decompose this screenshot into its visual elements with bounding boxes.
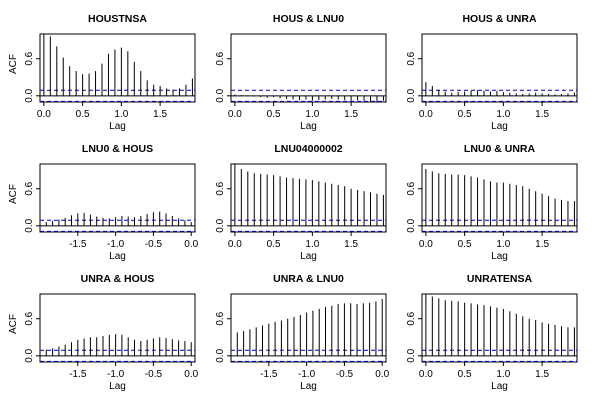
x-tick-label: 1.0 <box>496 369 510 380</box>
x-tick-label: 1.5 <box>535 369 549 380</box>
plot-frame <box>39 33 196 103</box>
x-tick-label: 0.0 <box>184 239 198 250</box>
x-tick-label: -1.5 <box>69 369 87 380</box>
x-tick-label: -1.0 <box>298 369 316 380</box>
y-tick-label: 0.6 <box>24 311 35 325</box>
x-axis-label: Lag <box>109 121 126 132</box>
x-tick-label: 1.5 <box>344 239 358 250</box>
x-tick-label: 1.0 <box>305 239 319 250</box>
x-tick-label: 0.0 <box>419 109 433 120</box>
x-axis-label: Lag <box>300 251 317 262</box>
x-axis-label: Lag <box>300 121 317 132</box>
y-tick-label: 0.0 <box>24 218 35 232</box>
x-axis-label: Lag <box>491 381 508 392</box>
y-tick-label: 0.6 <box>215 181 226 195</box>
x-tick-label: 0.5 <box>267 109 281 120</box>
x-tick-label: 0.5 <box>458 239 472 250</box>
x-axis-label: Lag <box>109 381 126 392</box>
plot-frame <box>39 163 196 233</box>
y-tick-label: 0.6 <box>24 181 35 195</box>
y-tick-label: 0.0 <box>24 88 35 102</box>
x-tick-label: -0.5 <box>145 369 163 380</box>
x-tick-label: 0.5 <box>458 109 472 120</box>
panel-4: LNU04000002 0.0 0.5 1.0 1.5 Lag 0.0 0.6 <box>215 143 387 262</box>
y-tick-label: 0.6 <box>215 51 226 65</box>
x-tick-label: 0.0 <box>375 369 389 380</box>
x-tick-label: 1.5 <box>535 239 549 250</box>
y-tick-label: 0.0 <box>406 348 417 362</box>
panel-1: HOUS & LNU0 0.0 0.5 1.0 1.5 Lag 0.0 0.6 <box>215 13 387 132</box>
panel-2: HOUS & UNRA 0.0 0.5 1.0 1.5 Lag 0.0 0.6 <box>406 13 578 132</box>
plot-frame <box>421 163 578 233</box>
x-tick-label: 0.0 <box>37 109 51 120</box>
panel-title: UNRATENSA <box>467 273 533 285</box>
panel-title: HOUS & LNU0 <box>273 13 344 25</box>
panel-title: LNU0 & UNRA <box>464 143 536 155</box>
x-axis-label: Lag <box>109 251 126 262</box>
y-tick-label: 0.6 <box>24 51 35 65</box>
panel-title: HOUSTNSA <box>88 13 147 25</box>
y-tick-label: 0.0 <box>406 218 417 232</box>
y-tick-label: 0.0 <box>406 88 417 102</box>
panel-title: HOUS & UNRA <box>462 13 537 25</box>
panel-6: UNRA & HOUS -1.5 -1.0 -0.5 0.0 Lag 0.0 0.6 ACF <box>8 273 199 392</box>
x-tick-label: 0.5 <box>267 239 281 250</box>
panel-3: LNU0 & HOUS -1.5 -1.0 -0.5 0.0 Lag 0.0 0.6 ACF <box>8 143 199 262</box>
y-tick-label: 0.6 <box>215 311 226 325</box>
x-axis-label: Lag <box>491 251 508 262</box>
y-tick-label: 0.0 <box>215 218 226 232</box>
plot-frame <box>230 293 387 363</box>
x-tick-label: 1.0 <box>496 109 510 120</box>
x-tick-label: 0.0 <box>419 239 433 250</box>
x-tick-label: 1.0 <box>305 109 319 120</box>
x-tick-label: -1.5 <box>260 369 278 380</box>
x-tick-label: -1.0 <box>107 239 125 250</box>
x-tick-label: 1.5 <box>535 109 549 120</box>
plot-frame <box>230 33 387 103</box>
plot-frame <box>39 293 196 363</box>
panel-title: LNU0 & HOUS <box>82 143 153 155</box>
panel-7: UNRA & LNU0 -1.5 -1.0 -0.5 0.0 Lag 0.0 0.6 <box>215 273 390 392</box>
plot-frame <box>421 33 578 103</box>
panel-5: LNU0 & UNRA 0.0 0.5 1.0 1.5 Lag 0.0 0.6 <box>406 143 578 262</box>
x-tick-label: 1.0 <box>114 109 128 120</box>
x-tick-label: 1.5 <box>153 109 167 120</box>
y-tick-label: 0.6 <box>406 311 417 325</box>
x-tick-label: 0.5 <box>458 369 472 380</box>
x-tick-label: 0.5 <box>76 109 90 120</box>
panel-0: HOUSTNSA 0.0 0.5 1.0 1.5 Lag 0.0 0.6 ACF <box>8 13 196 132</box>
x-axis-label: Lag <box>491 121 508 132</box>
y-tick-label: 0.0 <box>215 88 226 102</box>
x-tick-label: -0.5 <box>145 239 163 250</box>
x-axis-label: Lag <box>300 381 317 392</box>
x-tick-label: 1.0 <box>496 239 510 250</box>
x-tick-label: -1.5 <box>69 239 87 250</box>
y-tick-label: 0.0 <box>24 348 35 362</box>
x-tick-label: 0.0 <box>184 369 198 380</box>
y-tick-label: 0.6 <box>406 181 417 195</box>
plot-frame <box>230 163 387 233</box>
plot-frame <box>421 293 578 363</box>
panel-8: UNRATENSA 0.0 0.5 1.0 1.5 Lag 0.0 0.6 <box>406 273 578 392</box>
panel-title: UNRA & HOUS <box>81 273 155 285</box>
y-tick-label: 0.0 <box>215 348 226 362</box>
x-tick-label: -0.5 <box>336 369 354 380</box>
x-tick-label: 0.0 <box>228 239 242 250</box>
y-axis-label: ACF <box>8 184 19 204</box>
y-tick-label: 0.6 <box>406 51 417 65</box>
y-axis-label: ACF <box>8 314 19 334</box>
x-tick-label: -1.0 <box>107 369 125 380</box>
x-tick-label: 0.0 <box>419 369 433 380</box>
x-tick-label: 0.0 <box>228 109 242 120</box>
panel-title: UNRA & LNU0 <box>273 273 344 285</box>
panel-title: LNU04000002 <box>274 143 342 155</box>
x-tick-label: 1.5 <box>344 109 358 120</box>
y-axis-label: ACF <box>8 54 19 74</box>
